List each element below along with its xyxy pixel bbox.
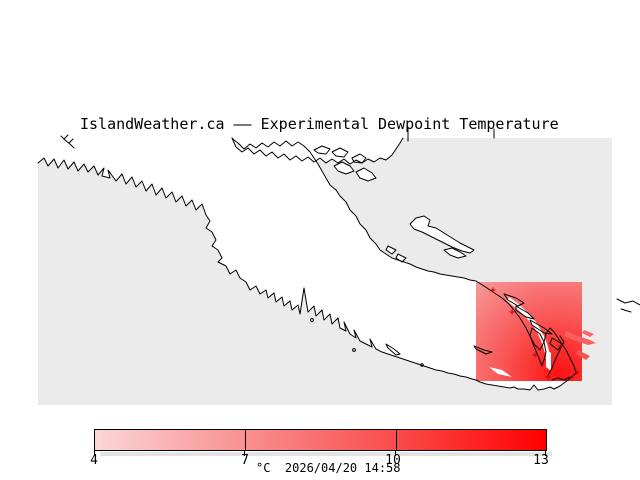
axis-tick-13: [545, 450, 546, 456]
station-marker: [490, 287, 496, 293]
discovery-island: [313, 145, 331, 155]
axis-tick-7: [244, 450, 245, 456]
sooke-lake: [489, 367, 512, 377]
dewpoint-field: [476, 282, 596, 381]
colorbar-gradient: [95, 430, 546, 450]
axis-tick-10: [395, 450, 396, 456]
vancouver-island-fill: [38, 138, 576, 390]
islet: [352, 348, 356, 352]
galiano-island-outline: [529, 319, 553, 335]
islet: [310, 318, 314, 322]
saturna-island-red: [564, 331, 596, 345]
tick-label-13: 13: [533, 453, 549, 468]
quadra-island: [333, 161, 355, 175]
victoria-coast-detail: [551, 376, 571, 381]
saanich-peninsula-outline: [547, 335, 565, 377]
valdes-island-outline: [515, 305, 535, 320]
tick-label-10: 10: [385, 453, 401, 468]
gabriola-island-outline: [503, 293, 525, 307]
texada-island: [409, 215, 475, 254]
legend-caption: °C 2026/04/20 14:58: [256, 461, 401, 475]
discovery-island: [355, 167, 377, 182]
station-marker: [532, 352, 538, 358]
boundary-bay-fragment: [616, 298, 640, 313]
islands: [310, 145, 475, 367]
mainland-coast: [231, 137, 404, 165]
station-markers: [490, 287, 580, 380]
cowichan-lake: [473, 345, 493, 355]
denman-island: [385, 245, 397, 255]
colorbar-tick-10: [396, 430, 397, 450]
saanich-inlet: [546, 350, 551, 371]
discovery-island: [331, 147, 349, 158]
tick-label-7: 7: [241, 453, 249, 468]
coastlines: [37, 127, 640, 391]
station-marker: [545, 374, 551, 380]
hornby-island: [395, 253, 407, 263]
colorbar-tick-7: [245, 430, 246, 450]
saltspring-island-outline: [529, 327, 545, 351]
tick-label-4: 4: [90, 453, 98, 468]
station-marker: [558, 343, 564, 349]
page-title: IslandWeather.ca —— Experimental Dewpoin…: [80, 115, 559, 133]
cape-scott-fragment: [60, 134, 75, 149]
station-marker: [509, 309, 515, 315]
station-marker: [574, 369, 580, 375]
colorbar: [94, 429, 547, 451]
field-rect: [476, 282, 582, 381]
lasqueti-island: [443, 247, 467, 259]
axis-tick-4: [94, 450, 95, 456]
colorbar-shadow: [100, 452, 552, 456]
sidney-island-red: [576, 350, 590, 360]
pender-island-outline: [549, 337, 563, 351]
mayne-island-red: [582, 330, 594, 337]
vancouver-island-coast: [37, 137, 577, 391]
nitinat-lake: [385, 343, 401, 356]
